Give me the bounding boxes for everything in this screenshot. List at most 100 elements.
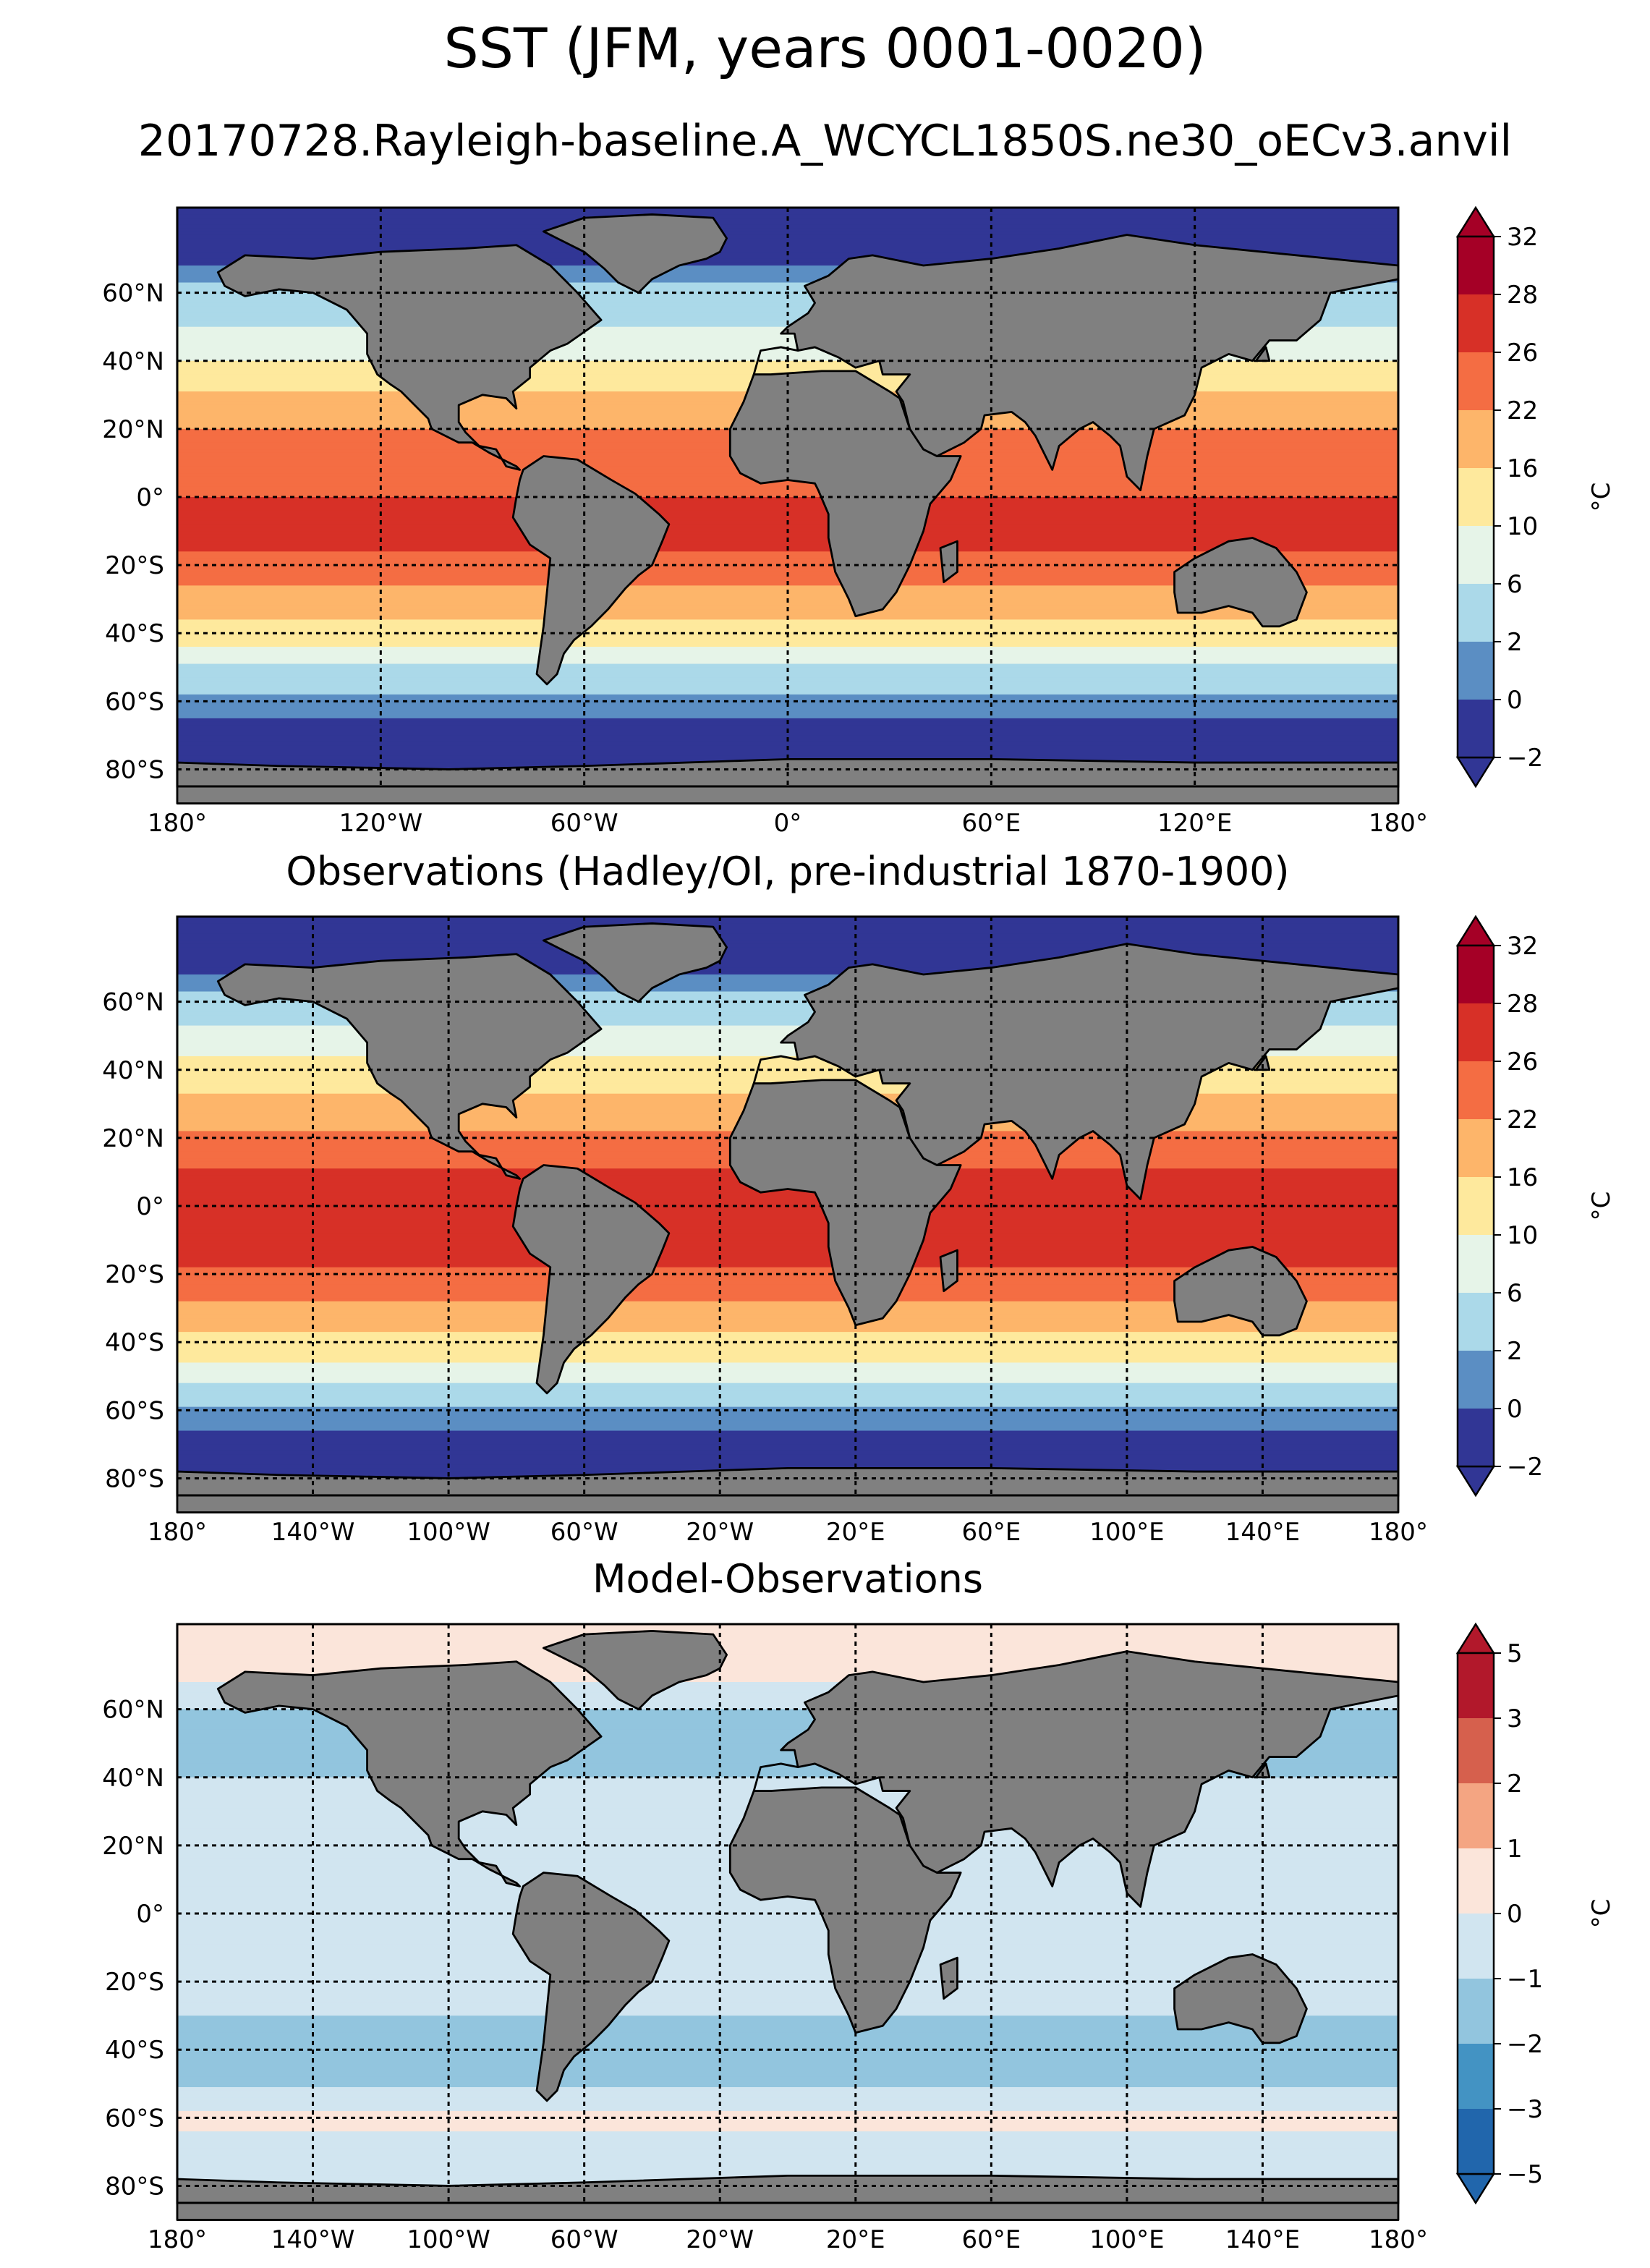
lat-band: [177, 1223, 1398, 1227]
lat-band: [177, 1424, 1398, 1428]
lat-band: [177, 1992, 1398, 1996]
lat-band: [177, 2063, 1398, 2068]
lat-band: [177, 2104, 1398, 2108]
lat-band: [177, 1209, 1398, 1214]
colorbar-segment: [1458, 642, 1494, 700]
lat-band: [177, 228, 1398, 232]
lat-band: [177, 1444, 1398, 1448]
lat-band: [177, 568, 1398, 573]
lat-band: [177, 1332, 1398, 1336]
lat-band: [177, 1359, 1398, 1364]
lat-band: [177, 1954, 1398, 1958]
lat-band: [177, 1352, 1398, 1356]
y-tick-label: 60°S: [105, 1396, 164, 1425]
lat-band: [177, 1253, 1398, 1258]
lat-band: [177, 1634, 1398, 1639]
lat-band: [177, 1924, 1398, 1928]
lat-band: [177, 1356, 1398, 1360]
lat-band: [177, 2084, 1398, 2088]
colorbar-tick-label: 16: [1507, 1163, 1538, 1192]
lat-band: [177, 2032, 1398, 2037]
lat-band: [177, 497, 1398, 501]
colorbar-unit-label: °C: [1587, 483, 1616, 512]
lat-band: [177, 1015, 1398, 1019]
y-tick-label: 40°S: [105, 2036, 164, 2065]
lat-band: [177, 541, 1398, 545]
colorbar-segment: [1458, 946, 1494, 1004]
lat-band: [177, 1250, 1398, 1254]
lat-band: [177, 1740, 1398, 1744]
lat-band: [177, 1274, 1398, 1278]
lat-band: [177, 483, 1398, 488]
colorbar-tick-label: 28: [1507, 990, 1538, 1019]
colorbar-frame: [1456, 235, 1495, 759]
panel-title: Model-Observations: [592, 1556, 983, 1602]
lat-band: [177, 1284, 1398, 1288]
lat-band: [177, 998, 1398, 1003]
lat-band: [177, 995, 1398, 999]
lat-band: [177, 967, 1398, 972]
lat-band: [177, 1757, 1398, 1761]
lat-band: [177, 1076, 1398, 1081]
lat-band: [177, 674, 1398, 679]
colorbar: 32 28 26 22 16 10 6 2 0 −2 °C: [1455, 914, 1616, 1498]
colorbar-segment: [1458, 1235, 1494, 1294]
colorbar-extend-min: [1455, 1465, 1496, 1498]
lat-band: [177, 1964, 1398, 1968]
lat-band: [177, 1045, 1398, 1050]
x-tick-label: 180°: [1369, 809, 1428, 838]
lat-band: [177, 2016, 1398, 2020]
lat-band: [177, 1362, 1398, 1367]
lat-band: [177, 1260, 1398, 1265]
lat-band: [177, 971, 1398, 975]
lat-band: [177, 1448, 1398, 1452]
x-tick-label: 20°E: [826, 1518, 885, 1547]
colorbar: 5 3 2 1 0 −1 −2 −3 −5 °C: [1455, 1622, 1616, 2205]
lat-band: [177, 1689, 1398, 1693]
lat-band: [177, 238, 1398, 242]
lat-band: [177, 558, 1398, 563]
lat-band: [177, 1995, 1398, 2000]
lat-band: [177, 2042, 1398, 2047]
y-tick-label: 60°N: [102, 1696, 164, 1725]
lat-band: [177, 1934, 1398, 1938]
lat-band: [177, 2148, 1398, 2153]
lat-band: [177, 974, 1398, 979]
lat-band: [177, 1311, 1398, 1316]
lat-band: [177, 1750, 1398, 1754]
lat-band: [177, 306, 1398, 310]
lat-band: [177, 752, 1398, 757]
lat-band: [177, 1454, 1398, 1458]
lat-band: [177, 211, 1398, 216]
lat-band: [177, 2097, 1398, 2102]
x-tick-label: 100°E: [1089, 2225, 1164, 2254]
x-tick-label: 140°E: [1225, 1518, 1300, 1547]
lat-band: [177, 2022, 1398, 2026]
lat-band: [177, 1658, 1398, 1662]
lat-band: [177, 1396, 1398, 1401]
lat-band: [177, 1760, 1398, 1764]
panel-difference: Model-Observations 180° 140°W 100°W 60°W 20°W…: [102, 1556, 1616, 2254]
lat-band: [177, 2114, 1398, 2118]
lat-band: [177, 1950, 1398, 1955]
lat-band: [177, 534, 1398, 539]
lat-band: [177, 340, 1398, 344]
lat-band: [177, 2138, 1398, 2142]
colorbar-tick-label: −1: [1507, 1965, 1543, 1994]
lat-band: [177, 1702, 1398, 1707]
panel-title: Observations (Hadley/OI, pre-industrial …: [286, 849, 1289, 894]
lat-band: [177, 1280, 1398, 1285]
colorbar-segment: [1458, 526, 1494, 585]
lat-band: [177, 937, 1398, 941]
lat-band: [177, 289, 1398, 294]
lat-band: [177, 602, 1398, 607]
lat-band: [177, 951, 1398, 955]
lat-band: [177, 2090, 1398, 2095]
lat-band: [177, 2158, 1398, 2163]
lat-band: [177, 691, 1398, 695]
lat-band: [177, 1451, 1398, 1456]
graticule: [177, 208, 1398, 786]
lat-band: [177, 578, 1398, 583]
lat-band: [177, 1655, 1398, 1659]
lat-band: [177, 2029, 1398, 2034]
